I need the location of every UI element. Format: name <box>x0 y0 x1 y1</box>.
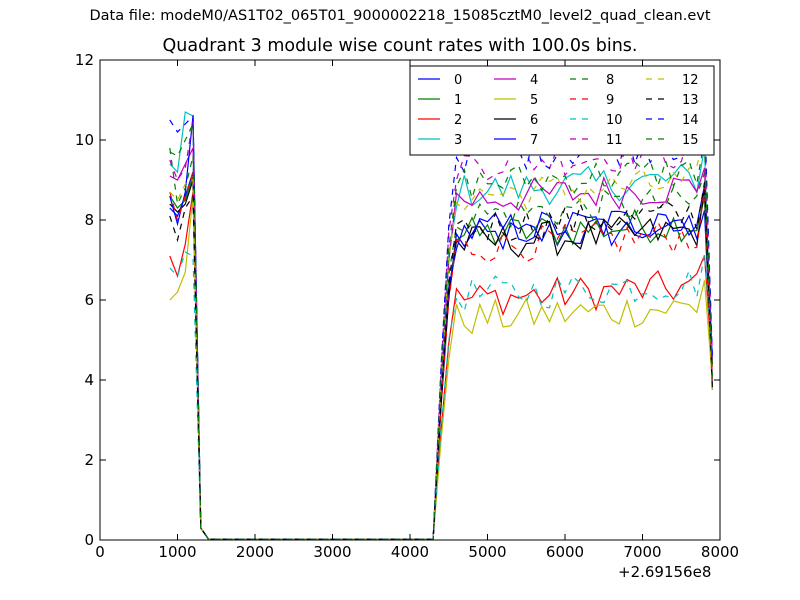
y-tick-label: 4 <box>84 371 94 389</box>
legend-label-1: 1 <box>454 93 462 108</box>
y-tick-label: 10 <box>75 131 94 149</box>
legend-label-15: 15 <box>682 133 699 148</box>
legend-label-11: 11 <box>606 133 623 148</box>
legend-label-14: 14 <box>682 113 699 128</box>
x-tick-label: 2000 <box>236 543 274 561</box>
series-line-7 <box>169 115 713 540</box>
x-tick-label: 8000 <box>701 543 739 561</box>
x-tick-label: 0 <box>95 543 105 561</box>
series-line-4 <box>169 147 713 540</box>
y-tick-label: 8 <box>84 211 94 229</box>
legend-label-7: 7 <box>530 133 538 148</box>
legend-label-6: 6 <box>530 113 538 128</box>
x-tick-label: 6000 <box>546 543 584 561</box>
y-tick-label: 6 <box>84 291 94 309</box>
x-axis: 0 1000 2000 3000 4000 5000 6000 7000 8000 <box>95 60 739 561</box>
x-tick-label: 5000 <box>468 543 506 561</box>
y-tick-label: 0 <box>84 531 94 549</box>
legend-label-5: 5 <box>530 93 538 108</box>
y-tick-label: 12 <box>75 51 94 69</box>
legend-label-9: 9 <box>606 93 614 108</box>
series-line-3 <box>169 111 713 540</box>
chart-title: Quadrant 3 module wise count rates with … <box>162 36 638 56</box>
x-tick-label: 4000 <box>391 543 429 561</box>
series-line-15 <box>169 123 713 540</box>
x-axis-offset-label: +2.69156e8 <box>618 563 712 581</box>
legend-label-3: 3 <box>454 133 462 148</box>
legend-label-8: 8 <box>606 73 614 88</box>
legend-label-13: 13 <box>682 93 699 108</box>
y-tick-label: 2 <box>84 451 94 469</box>
x-tick-label: 1000 <box>158 543 196 561</box>
legend-label-12: 12 <box>682 73 699 88</box>
legend-label-0: 0 <box>454 73 462 88</box>
legend-label-2: 2 <box>454 113 462 128</box>
legend-box <box>409 65 715 156</box>
series-line-9 <box>169 171 713 540</box>
series-line-13 <box>169 182 713 540</box>
figure-suptitle: Data file: modeM0/AS1T02_065T01_90000022… <box>89 8 711 24</box>
series-line-14 <box>169 108 713 540</box>
legend-label-10: 10 <box>606 113 623 128</box>
series-line-8 <box>169 147 713 540</box>
x-tick-label: 7000 <box>623 543 661 561</box>
series-line-12 <box>169 137 713 540</box>
legend-label-4: 4 <box>530 73 538 88</box>
x-tick-label: 3000 <box>313 543 351 561</box>
plot-lines <box>169 108 713 540</box>
series-line-0 <box>169 171 713 540</box>
